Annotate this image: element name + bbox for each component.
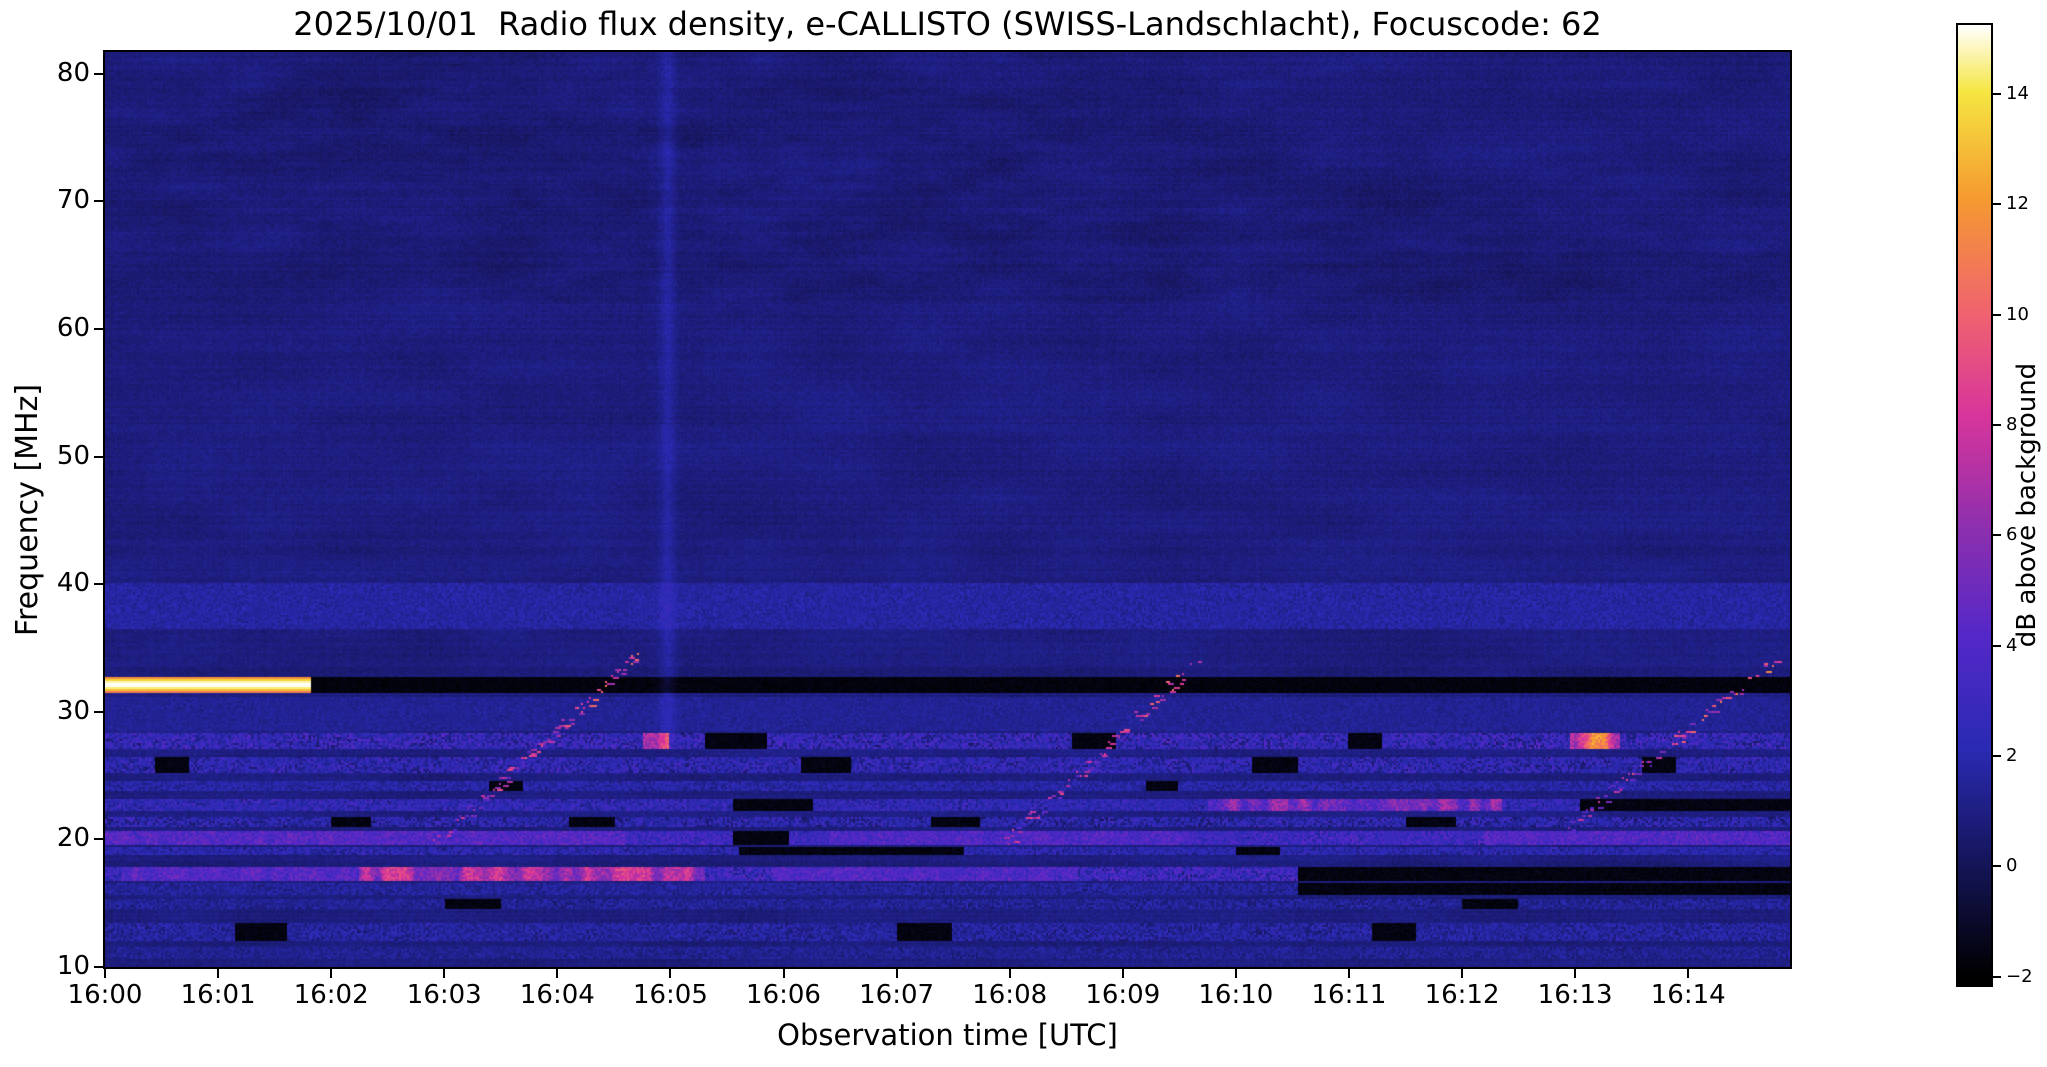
x-tick-label: 16:07 (859, 980, 935, 1010)
colorbar-tick-mark (1993, 424, 2001, 426)
x-tick-mark (556, 969, 559, 978)
x-tick-mark (1008, 969, 1011, 978)
x-tick-mark (1234, 969, 1237, 978)
x-tick-label: 16:03 (406, 980, 482, 1010)
x-tick-label: 16:08 (972, 980, 1048, 1010)
colorbar-tick-mark (1993, 865, 2001, 868)
colorbar-tick-label: 10 (2006, 303, 2029, 325)
y-tick-label: 40 (56, 568, 90, 599)
x-tick-mark (1687, 969, 1690, 978)
colorbar-tick-label: 4 (2006, 634, 2018, 656)
x-tick-mark (330, 969, 333, 978)
colorbar-tick-label: −2 (2006, 965, 2033, 987)
colorbar-tick-mark (1993, 92, 2001, 95)
colorbar-tick-label: 12 (2006, 193, 2029, 215)
colorbar-tick-mark (1993, 203, 2001, 206)
x-tick-label: 16:05 (632, 980, 708, 1010)
y-tick-label: 30 (56, 695, 90, 726)
y-tick-mark (94, 583, 103, 586)
x-tick-label: 16:13 (1537, 980, 1613, 1010)
x-tick-label: 16:11 (1311, 980, 1387, 1010)
colorbar-tick-label: 6 (2006, 524, 2018, 546)
y-tick-label: 60 (56, 312, 90, 343)
y-tick-label: 10 (56, 951, 90, 981)
chart-title: 2025/10/01 Radio flux density, e-CALLIST… (293, 5, 1602, 43)
x-tick-mark (895, 969, 898, 978)
x-tick-label: 16:01 (180, 980, 256, 1010)
x-tick-label: 16:14 (1650, 980, 1726, 1010)
colorbar-tick-label: 2 (2006, 745, 2018, 767)
colorbar-tick-mark (1993, 644, 2001, 647)
colorbar-label: dB above background (2012, 362, 2042, 648)
y-tick-label: 50 (56, 440, 90, 471)
colorbar-tick-label: 0 (2006, 855, 2018, 877)
y-tick-mark (94, 710, 103, 713)
x-tick-mark (104, 969, 106, 978)
colorbar (1956, 23, 1993, 987)
y-tick-mark (94, 966, 103, 968)
y-tick-mark (94, 72, 103, 75)
x-tick-label: 16:09 (1085, 980, 1161, 1010)
y-tick-label: 20 (56, 823, 90, 854)
x-tick-label: 16:12 (1424, 980, 1500, 1010)
y-axis-label: Frequency [MHz] (10, 383, 45, 637)
x-tick-label: 16:02 (293, 980, 369, 1010)
y-tick-mark (94, 455, 103, 458)
colorbar-tick-mark (1993, 313, 2001, 316)
x-tick-label: 16:00 (67, 980, 143, 1010)
x-tick-mark (782, 969, 785, 978)
x-tick-label: 16:04 (519, 980, 595, 1010)
x-tick-mark (1121, 969, 1124, 978)
x-tick-mark (1574, 969, 1577, 978)
y-tick-mark (94, 200, 103, 203)
colorbar-tick-label: 8 (2006, 414, 2018, 435)
y-tick-mark (94, 838, 103, 841)
x-tick-mark (217, 969, 220, 978)
x-tick-mark (1461, 969, 1464, 978)
colorbar-tick-mark (1993, 534, 2001, 537)
y-tick-mark (94, 327, 103, 330)
colorbar-tick-label: 14 (2006, 82, 2029, 104)
y-tick-label: 70 (56, 185, 90, 216)
colorbar-tick-mark (1993, 975, 2001, 978)
x-tick-label: 16:10 (1198, 980, 1274, 1010)
x-axis-label: Observation time [UTC] (777, 1018, 1118, 1052)
x-tick-mark (443, 969, 446, 978)
x-tick-label: 16:06 (746, 980, 821, 1010)
y-tick-label: 80 (56, 57, 90, 88)
x-tick-mark (669, 969, 672, 978)
colorbar-tick-mark (1993, 755, 2001, 758)
spectrogram-plot (103, 50, 1792, 969)
x-tick-mark (1347, 969, 1350, 978)
